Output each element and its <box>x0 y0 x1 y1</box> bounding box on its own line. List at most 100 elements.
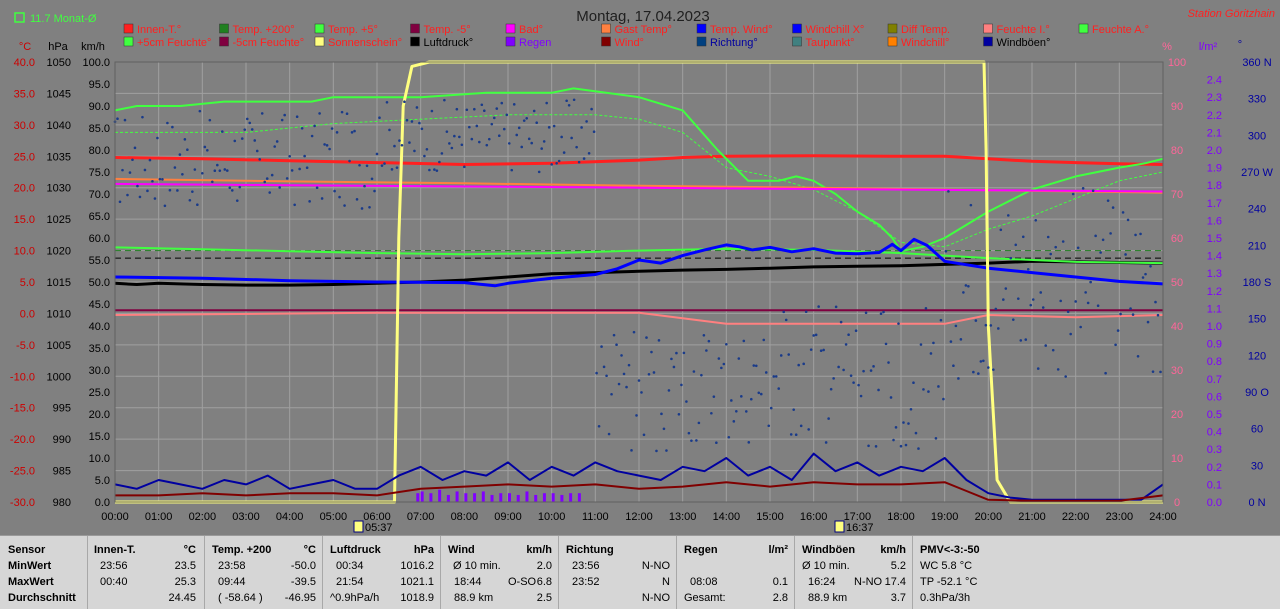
direction-dot <box>475 124 479 128</box>
direction-dot <box>198 109 202 113</box>
direction-dot <box>313 124 316 128</box>
direction-dot <box>934 436 938 440</box>
direction-dot <box>550 163 553 166</box>
legend-swatch <box>601 36 611 47</box>
wind-tick-label: 35.0 <box>89 343 110 355</box>
chart-background <box>0 0 1280 535</box>
wind-avg10: 2.0 <box>536 560 552 572</box>
wind-max-time: 18:44 <box>454 576 482 588</box>
direction-dot <box>717 357 721 360</box>
direction-dot <box>882 310 885 314</box>
direction-dot <box>143 168 147 172</box>
temp200-max-time: 09:44 <box>218 576 246 588</box>
pressure-tick-label: 980 <box>53 497 71 509</box>
direction-dot <box>872 365 875 368</box>
time-tick-label: 05:00 <box>320 511 348 523</box>
direction-dot <box>370 177 374 181</box>
innen-min: 23.5 <box>174 560 196 572</box>
direction-dot <box>335 131 339 134</box>
pressure-tick-label: 1005 <box>47 340 71 352</box>
temp-tick-label: 40.0 <box>14 57 35 69</box>
rain-total: 2.8 <box>772 592 788 604</box>
direction-dots <box>113 98 1162 453</box>
direction-dot <box>904 443 908 447</box>
station-name: Station Göritzhain <box>1188 8 1275 20</box>
direction-dot <box>700 373 703 377</box>
innen-max: 25.3 <box>174 576 196 588</box>
direction-dot <box>849 374 853 377</box>
direction-dot <box>894 426 898 429</box>
time-tick-label: 19:00 <box>931 511 959 523</box>
grid <box>114 61 1164 503</box>
direction-dot <box>265 177 269 180</box>
legend-swatch <box>123 23 134 34</box>
direction-dot <box>577 160 581 164</box>
direction-dot <box>225 169 229 172</box>
direction-dot <box>989 324 993 327</box>
direction-dot <box>263 180 267 184</box>
direction-dot <box>782 310 786 314</box>
direction-dot <box>395 166 399 169</box>
direction-dot <box>720 366 723 370</box>
rain-bar <box>420 491 424 502</box>
direction-dot <box>862 369 865 373</box>
direction-dot <box>156 136 159 140</box>
direction-dot <box>1109 232 1112 235</box>
time-tick-label: 16:00 <box>800 511 828 523</box>
direction-dot <box>383 162 386 165</box>
direction-dot <box>220 130 224 133</box>
direction-dot <box>937 385 940 388</box>
direction-dot <box>193 168 197 171</box>
pressure-tick-label: 1040 <box>47 120 71 132</box>
direction-dot <box>1004 287 1008 290</box>
direction-dot <box>667 389 671 392</box>
direction-dot <box>203 145 207 149</box>
direction-dot <box>253 139 257 142</box>
direction-dot <box>433 168 436 171</box>
rain-bar <box>429 493 433 502</box>
temp200-avg: -46.95 <box>284 592 316 604</box>
direction-dot <box>1104 371 1107 375</box>
pressure-max: 1021.1 <box>400 576 434 588</box>
direction-dot <box>248 121 252 125</box>
direction-dot <box>617 382 621 386</box>
col-sensor: Sensor MinWert MaxWert Durchschnitt <box>0 536 88 609</box>
direction-dot <box>183 138 187 141</box>
wind-unit: km/h <box>526 544 552 556</box>
direction-dot <box>532 109 536 113</box>
row-label-min: MinWert <box>8 560 52 572</box>
direction-dot <box>912 381 915 385</box>
direction-dot <box>360 207 364 210</box>
direction-dot <box>754 364 758 368</box>
direction-dot <box>255 149 259 153</box>
series-line-wind <box>115 481 1164 502</box>
direction-tick-label: 30 <box>1251 460 1263 472</box>
direction-dot <box>1159 370 1162 374</box>
wind-tick-label: 10.0 <box>89 453 110 465</box>
sunset-time: 16:37 <box>846 522 874 534</box>
direction-dot <box>375 152 379 156</box>
wind-tick-label: 50.0 <box>89 277 110 289</box>
direction-dot <box>495 107 499 110</box>
direction-dot <box>817 305 820 308</box>
direction-dot <box>216 163 219 167</box>
direction-dot <box>637 379 641 382</box>
direction-dot <box>116 117 119 121</box>
axes-layer: 40.0 35.0 30.0 25.0 20.0 15.0 10.0 5.0 0.0 -5.0 -1… <box>10 57 1274 523</box>
direction-dot <box>1151 370 1155 373</box>
legend-label: Richtung° <box>710 37 758 49</box>
time-tick-label: 21:00 <box>1018 511 1046 523</box>
direction-dot <box>967 284 970 288</box>
direction-dot <box>141 115 144 119</box>
direction-dot <box>338 195 341 199</box>
rain-tick-label: 0.2 <box>1207 462 1222 474</box>
direction-dot <box>330 127 334 130</box>
direction-dot <box>178 153 182 156</box>
direction-dot <box>702 334 706 337</box>
direction-dot <box>587 151 591 155</box>
direction-dot <box>859 394 863 398</box>
wind-tick-label: 90.0 <box>89 101 110 113</box>
temp200-avg-note: ( -58.64 ) <box>218 592 263 604</box>
direction-dot <box>607 432 611 436</box>
time-tick-label: 24:00 <box>1149 511 1177 523</box>
